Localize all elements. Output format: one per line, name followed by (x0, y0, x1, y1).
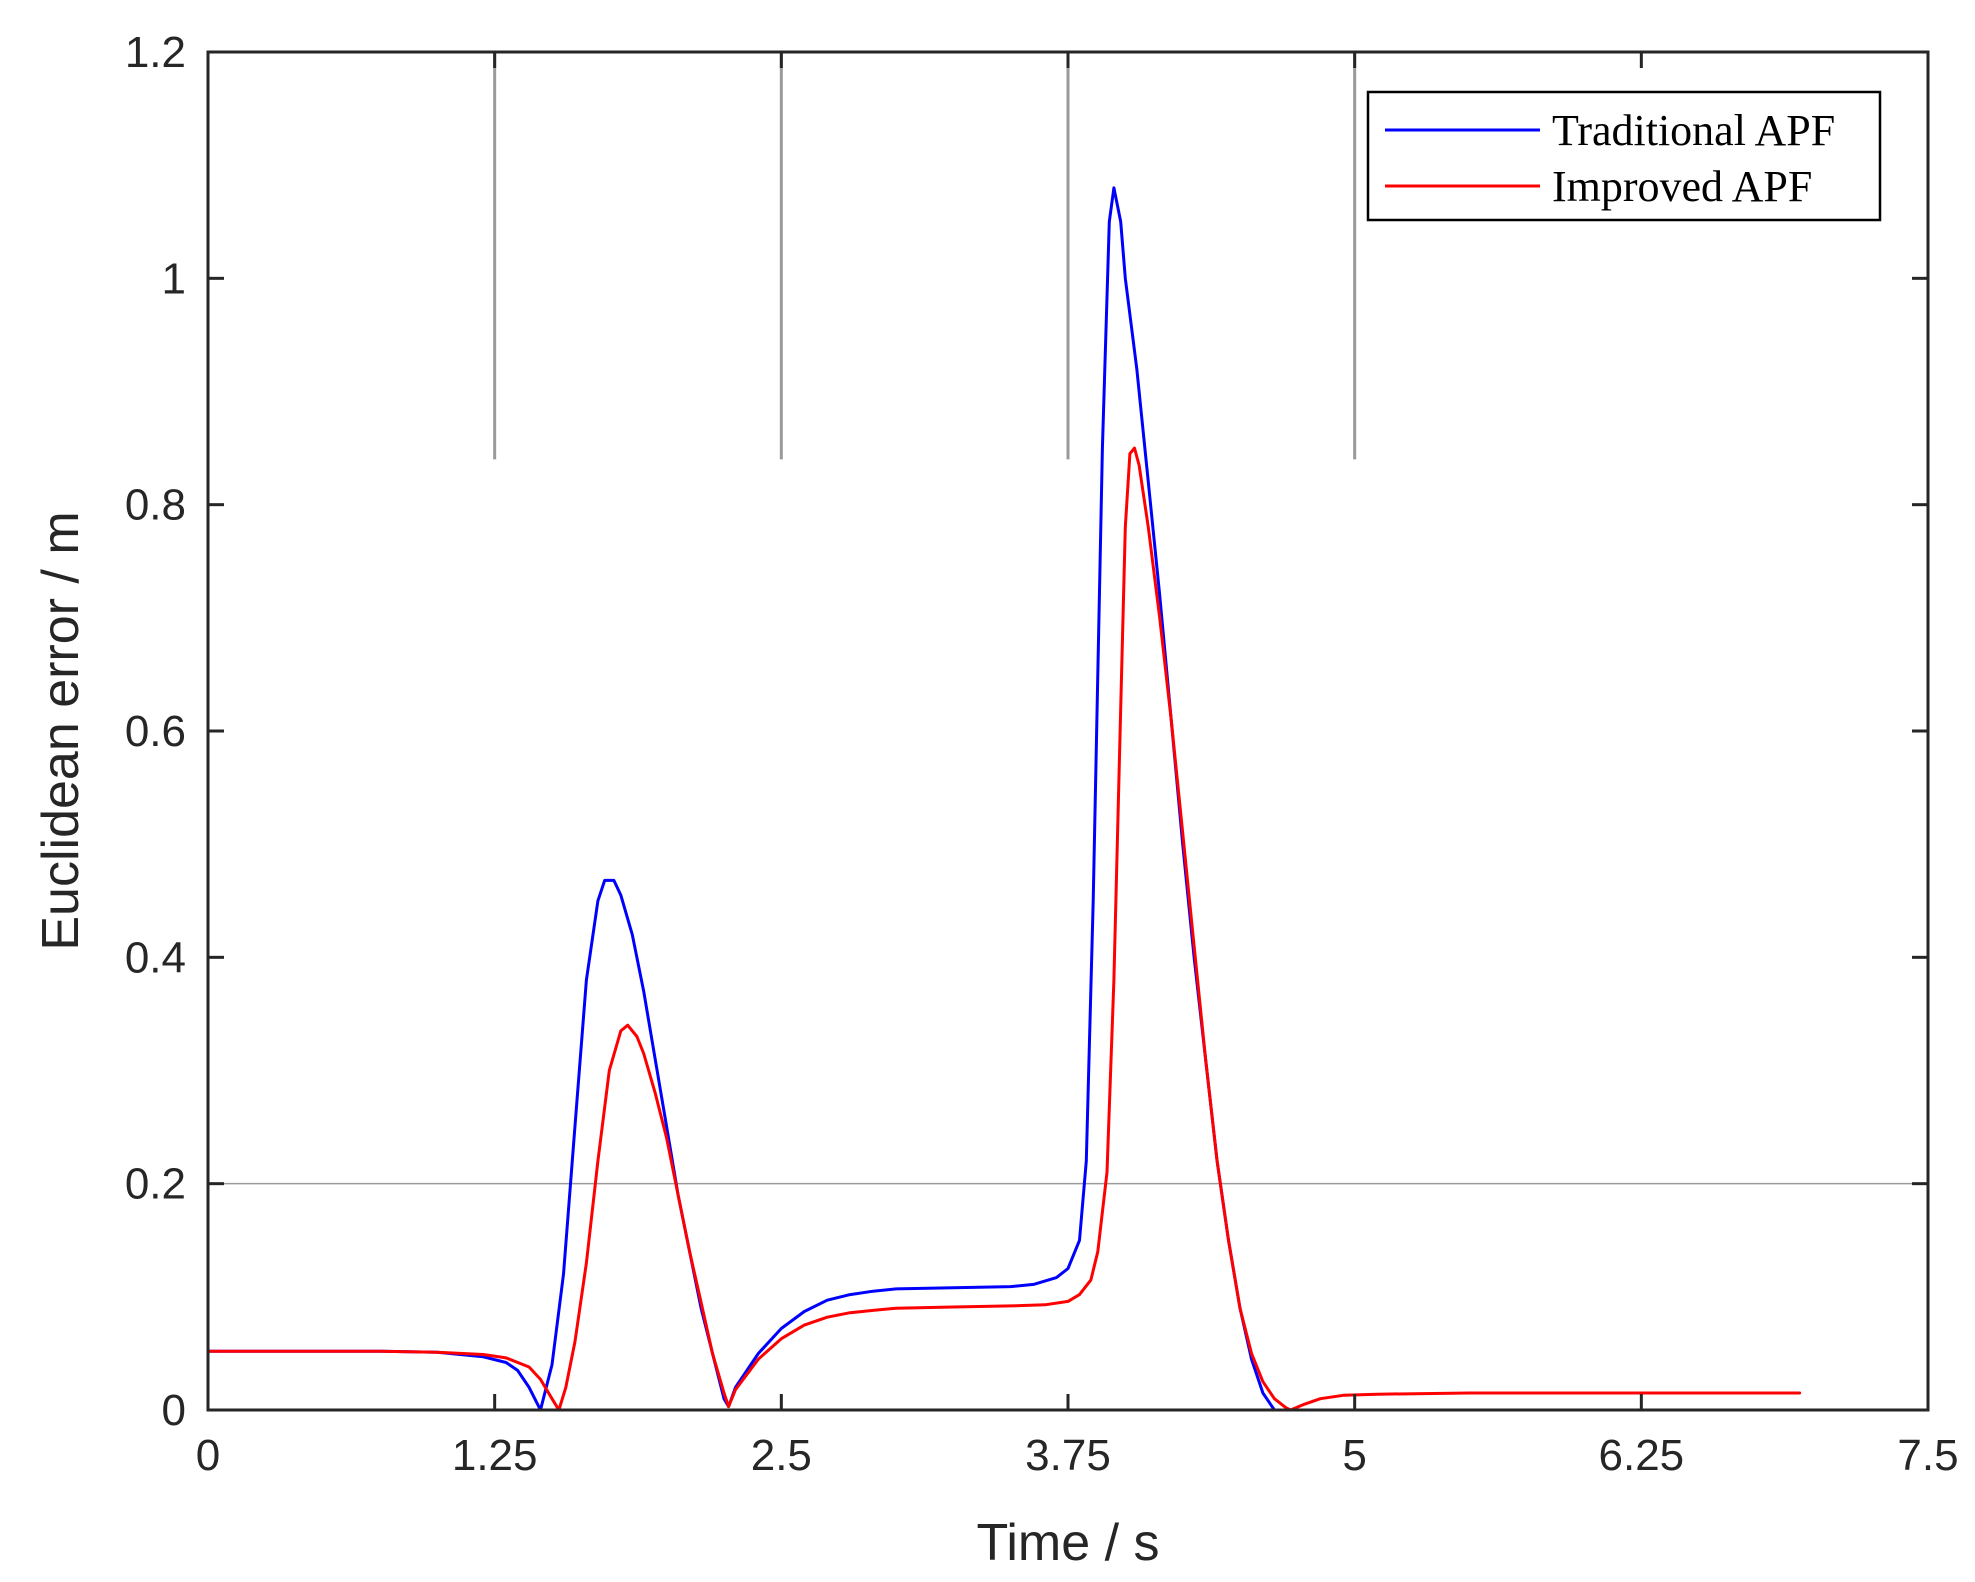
x-tick-label: 3.75 (1025, 1431, 1111, 1480)
x-tick-label: 0 (196, 1431, 220, 1480)
plot-frame (206, 50, 1930, 1412)
x-tick-label: 1.25 (452, 1431, 538, 1480)
x-tick-label: 5 (1342, 1431, 1366, 1480)
series-layer (206, 186, 1802, 1412)
series-line-improved-apf (206, 446, 1802, 1412)
legend-label-traditional-apf: Traditional APF (1552, 106, 1835, 155)
y-tick-label: 0.2 (125, 1160, 186, 1209)
legend-label-improved-apf: Improved APF (1552, 162, 1812, 211)
y-tick-label: 0.8 (125, 481, 186, 530)
y-tick-label: 0.4 (125, 933, 186, 982)
legend: Traditional APF Improved APF (1366, 90, 1882, 222)
reference-lines (208, 52, 1928, 1185)
y-tick-label: 1 (162, 254, 186, 303)
legend-box (1366, 90, 1882, 222)
x-tick-label: 6.25 (1599, 1431, 1685, 1480)
x-tick-labels: 0 1.25 2.5 3.75 5 6.25 7.5 (196, 1431, 1959, 1480)
y-tick-label: 0 (162, 1386, 186, 1435)
x-tick-label: 7.5 (1897, 1431, 1958, 1480)
y-tick-labels: 0 0.2 0.4 0.6 0.8 1 1.2 (125, 28, 186, 1435)
x-axis-title: Time / s (977, 1514, 1160, 1572)
y-axis-title: Euclidean error / m (32, 511, 90, 950)
y-tick-label: 0.6 (125, 707, 186, 756)
x-tick-label: 2.5 (751, 1431, 812, 1480)
y-tick-label: 1.2 (125, 28, 186, 77)
